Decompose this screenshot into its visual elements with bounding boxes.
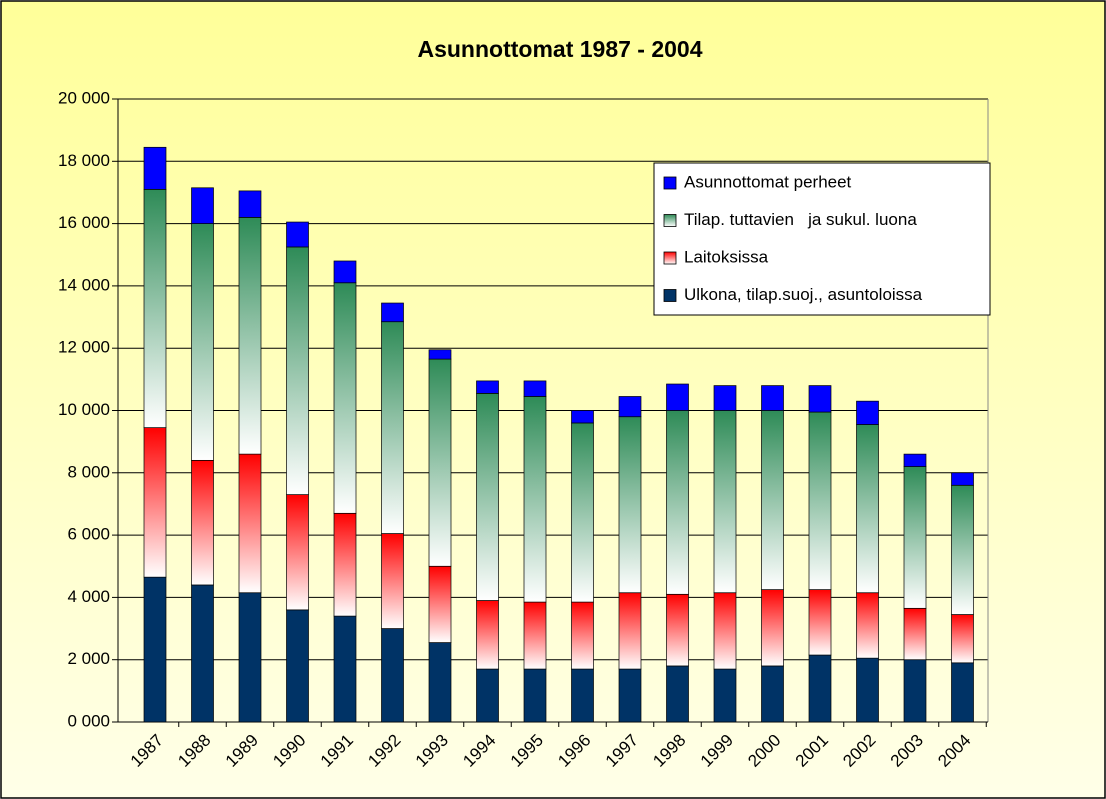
legend-swatch <box>663 176 677 190</box>
bar-segment <box>191 223 214 461</box>
y-tick-label: 4 000 <box>67 587 110 606</box>
bar-segment <box>428 642 452 723</box>
bar-segment <box>808 411 832 590</box>
bar-segment <box>333 512 357 617</box>
bar-segment <box>761 410 784 590</box>
bar-segment <box>238 217 262 455</box>
legend-label: Tilap. tuttavien ja sukul. luona <box>684 210 917 229</box>
bar-segment <box>666 383 689 411</box>
bar-segment <box>428 358 452 567</box>
bar-segment <box>143 146 167 190</box>
bar-segment <box>713 668 737 723</box>
bar-segment <box>286 221 309 248</box>
bar-segment <box>428 349 452 360</box>
bar-segment <box>381 533 404 629</box>
bar-segment <box>476 393 499 601</box>
bar-segment <box>238 592 262 723</box>
bar-segment <box>381 321 404 534</box>
y-tick-label: 0 000 <box>67 711 110 730</box>
y-tick-label: 16 000 <box>58 213 110 232</box>
bar-segment <box>761 665 784 723</box>
bar-segment <box>903 659 927 723</box>
bar-segment <box>428 565 452 643</box>
y-tick-label: 2 000 <box>67 649 110 668</box>
bar-segment <box>951 662 974 723</box>
bar-segment <box>713 385 737 411</box>
bar-segment <box>903 466 927 609</box>
bar-segment <box>761 385 784 411</box>
bar-segment <box>571 410 594 424</box>
legend-label: Laitoksissa <box>684 247 769 266</box>
bar-segment <box>951 472 974 486</box>
bar-segment <box>571 601 594 670</box>
bar-segment <box>618 416 642 594</box>
bar-segment <box>523 380 547 397</box>
bar-segment <box>951 614 974 664</box>
bar-segment <box>523 396 547 603</box>
bar-segment <box>618 396 642 418</box>
legend-swatch <box>663 214 677 227</box>
bar-segment <box>333 615 357 723</box>
bar-segment <box>381 302 404 323</box>
bar-segment <box>618 592 642 670</box>
bar-segment <box>476 600 499 670</box>
bar-segment <box>191 459 214 586</box>
bar-segment <box>808 385 832 413</box>
bar-segment <box>571 422 594 603</box>
bar-segment <box>903 607 927 661</box>
y-tick-label: 8 000 <box>67 462 110 481</box>
bar-segment <box>286 609 309 723</box>
bar-segment <box>713 592 737 670</box>
bar-segment <box>476 668 499 723</box>
y-tick-label: 14 000 <box>58 275 110 294</box>
bar-segment <box>903 453 927 467</box>
bar-segment <box>191 584 214 723</box>
y-tick-label: 18 000 <box>58 151 110 170</box>
bar-segment <box>951 484 974 615</box>
bar-segment <box>286 494 309 611</box>
y-tick-label: 12 000 <box>58 338 110 357</box>
bar-segment <box>713 410 737 594</box>
y-tick-label: 20 000 <box>58 88 110 107</box>
bar-segment <box>761 589 784 667</box>
legend-label: Ulkona, tilap.suoj., asuntoloissa <box>684 285 923 304</box>
bar-segment <box>856 657 879 723</box>
bar-segment <box>286 246 309 495</box>
bar-segment <box>523 668 547 723</box>
bar-segment <box>571 668 594 723</box>
y-tick-label: 6 000 <box>67 525 110 544</box>
legend-swatch <box>663 251 677 265</box>
legend-box <box>653 162 991 316</box>
bar-segment <box>808 589 832 656</box>
bar-segment <box>476 380 499 394</box>
bar-segment <box>856 424 879 594</box>
bar-segment <box>143 576 167 723</box>
bar-segment <box>143 427 167 578</box>
bar-segment <box>618 668 642 723</box>
bar-segment <box>333 260 357 284</box>
bar-segment <box>333 282 357 514</box>
bar-segment <box>143 188 167 428</box>
bar-segment <box>523 601 547 670</box>
bar-segment <box>666 665 689 723</box>
bar-segment <box>238 453 262 594</box>
bar-segment <box>191 187 214 224</box>
bar-segment <box>381 628 404 723</box>
bar-segment <box>666 593 689 667</box>
bar-segment <box>808 654 832 723</box>
legend-label: Asunnottomat perheet <box>684 172 852 191</box>
legend-swatch <box>663 289 677 302</box>
bar-segment <box>238 190 262 218</box>
bar-segment <box>856 400 879 425</box>
chart-title: Asunnottomat 1987 - 2004 <box>417 36 702 62</box>
bar-segment <box>666 410 689 595</box>
bar-segment <box>856 592 879 659</box>
y-tick-label: 10 000 <box>58 400 110 419</box>
